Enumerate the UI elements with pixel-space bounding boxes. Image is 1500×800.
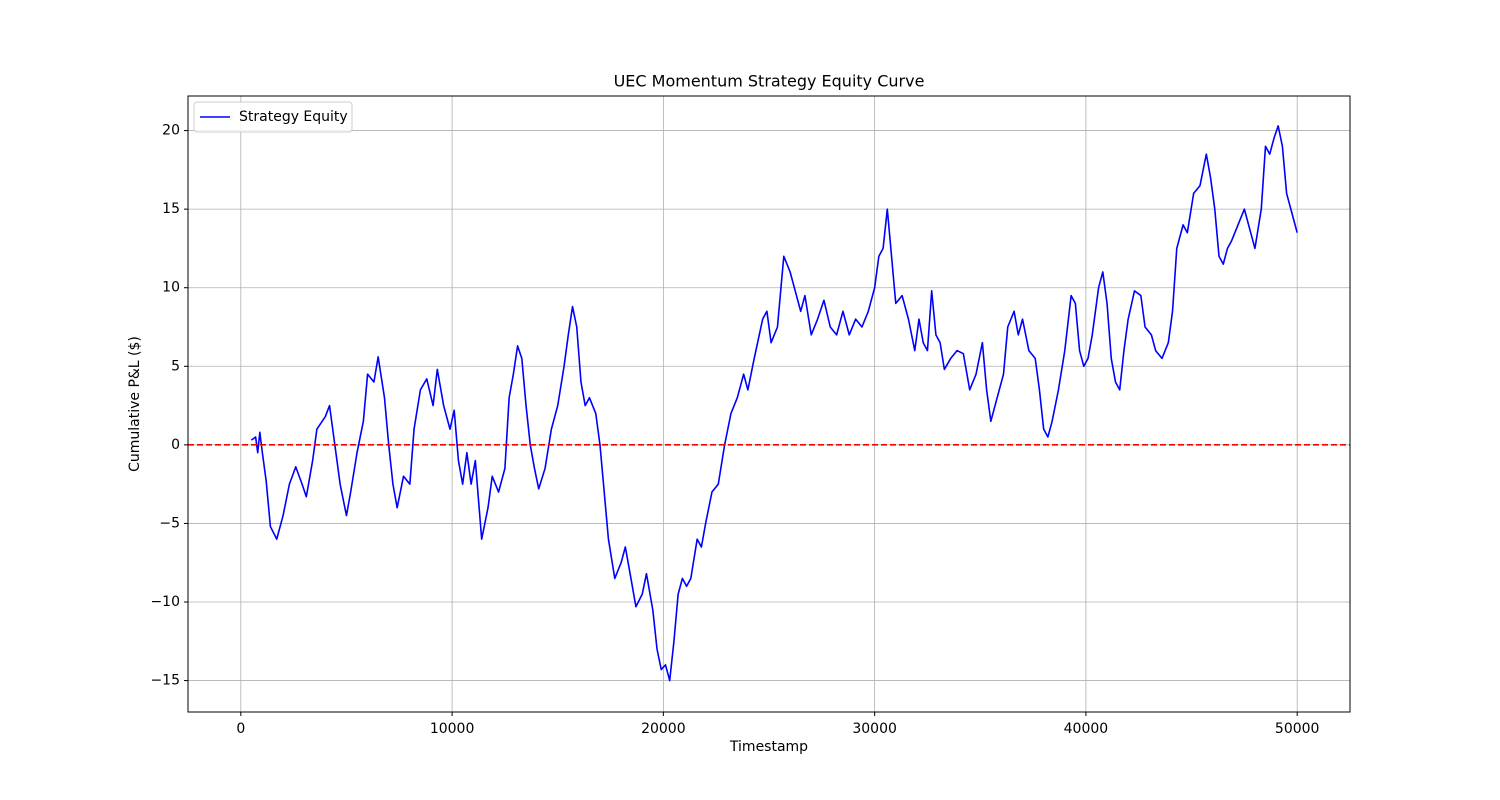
- y-tick-label: −15: [150, 673, 180, 689]
- x-tick-label: 40000: [1064, 721, 1109, 737]
- x-axis-label: Timestamp: [729, 739, 808, 755]
- y-tick-label: 20: [162, 123, 180, 139]
- legend-label: Strategy Equity: [239, 109, 348, 125]
- chart-title: UEC Momentum Strategy Equity Curve: [614, 72, 925, 91]
- y-tick-label: 5: [171, 358, 180, 374]
- x-tick-label: 50000: [1275, 721, 1320, 737]
- x-tick-label: 30000: [852, 721, 897, 737]
- y-tick-label: −5: [159, 515, 180, 531]
- legend-box: [193, 101, 353, 133]
- x-tick-label: 10000: [430, 721, 475, 737]
- y-tick-label: −10: [150, 594, 180, 610]
- line-series: [250, 125, 1298, 682]
- y-axis-label: Cumulative P&L ($): [127, 336, 143, 472]
- y-tick-label: 15: [162, 201, 180, 217]
- plot-frame: [187, 95, 1351, 713]
- x-tick-label: 0: [236, 721, 245, 737]
- y-tick-label: 0: [171, 437, 180, 453]
- y-tick-label: 10: [162, 280, 180, 296]
- x-tick-label: 20000: [641, 721, 686, 737]
